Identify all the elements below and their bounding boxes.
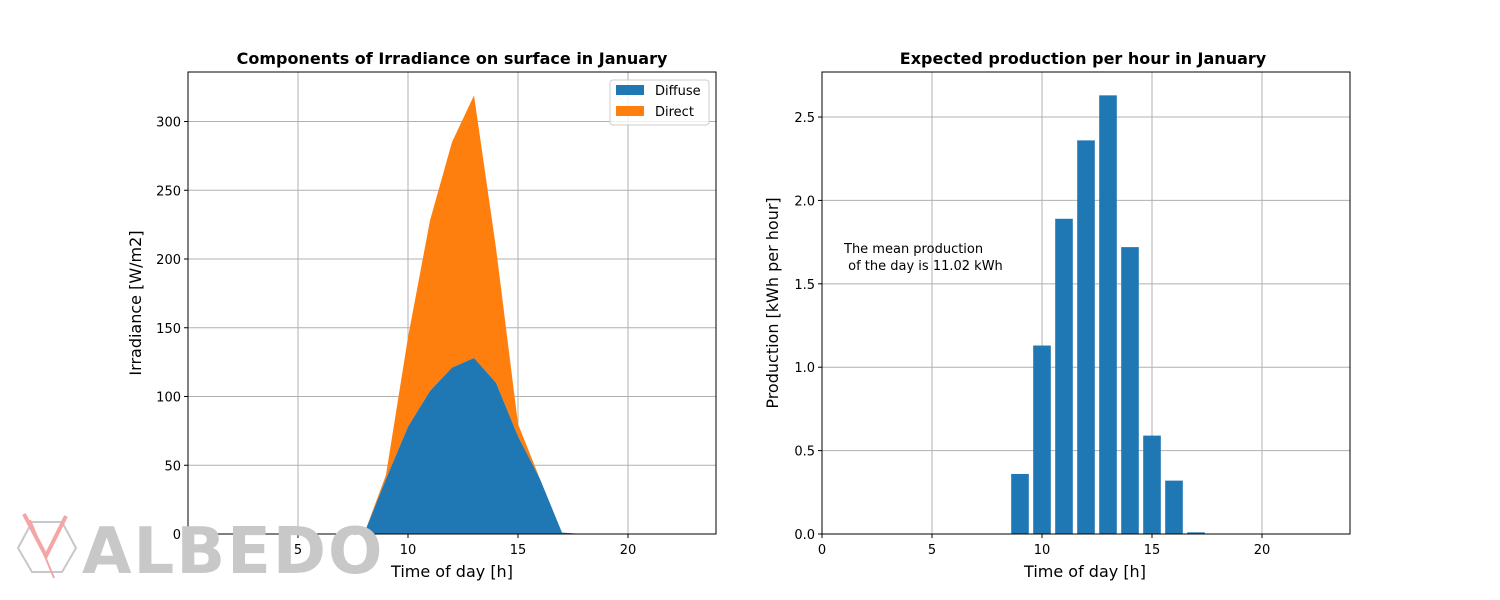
legend-swatch-diffuse (616, 85, 644, 95)
x-tick-label: 15 (1144, 543, 1161, 558)
y-tick-label: 0 (173, 528, 181, 543)
albedo-logo-icon (16, 513, 78, 579)
bar-hour-17 (1187, 532, 1205, 534)
irradiance-legend: Diffuse Direct (609, 79, 710, 126)
y-tick-label: 100 (156, 391, 181, 406)
bar-hour-10 (1033, 345, 1051, 534)
production-chart: 0 5 10 15 20 0.0 0.5 1.0 1.5 2.0 2.5 Expected prod… (763, 49, 1351, 581)
area-diffuse (188, 358, 694, 534)
legend-label-diffuse: Diffuse (655, 84, 701, 99)
production-annotation-line-2: of the day is 11.02 kWh (844, 259, 1003, 274)
x-tick-label: 5 (928, 543, 936, 558)
irradiance-y-axis-label: Irradiance [W/m2] (126, 230, 145, 375)
x-tick-label: 10 (400, 543, 417, 558)
y-tick-label: 1.0 (794, 361, 815, 376)
bar-hour-11 (1055, 218, 1073, 534)
y-tick-label: 250 (156, 184, 181, 199)
albedo-wordmark: ALBEDO (82, 515, 384, 589)
production-x-axis-label: Time of day [h] (1023, 562, 1146, 581)
bar-hour-15 (1143, 435, 1161, 534)
bar-hour-13 (1099, 95, 1117, 534)
production-annotation-line-1: The mean production (843, 242, 983, 257)
x-tick-label: 20 (1254, 543, 1271, 558)
bar-hour-14 (1121, 247, 1139, 535)
x-tick-label: 5 (294, 543, 302, 558)
irradiance-chart-title: Components of Irradiance on surface in J… (237, 49, 668, 68)
y-tick-label: 150 (156, 322, 181, 337)
y-tick-label: 300 (156, 116, 181, 131)
y-tick-label: 2.5 (794, 111, 815, 126)
x-tick-label: 20 (620, 543, 637, 558)
x-tick-label: 15 (510, 543, 527, 558)
legend-label-direct: Direct (655, 105, 694, 120)
bar-hour-12 (1077, 140, 1095, 534)
production-chart-title: Expected production per hour in January (900, 49, 1267, 68)
irradiance-x-axis-label: Time of day [h] (390, 562, 513, 581)
albedo-watermark: ALBEDO (16, 513, 384, 589)
production-ticks: 0 5 10 15 20 0.0 0.5 1.0 1.5 2.0 2.5 (794, 111, 1270, 558)
legend-swatch-direct (616, 106, 644, 116)
bar-hour-9 (1011, 473, 1029, 534)
y-tick-label: 200 (156, 253, 181, 268)
irradiance-plot-frame (187, 71, 717, 535)
x-tick-label: 0 (818, 543, 826, 558)
y-tick-label: 50 (164, 459, 181, 474)
x-tick-label: 0 (184, 543, 192, 558)
y-tick-label: 1.5 (794, 278, 815, 293)
bar-hour-16 (1165, 480, 1183, 534)
production-y-axis-label: Production [kWh per hour] (763, 197, 782, 408)
production-bars (1011, 95, 1205, 535)
y-tick-label: 0.0 (794, 528, 815, 543)
x-tick-label: 10 (1034, 543, 1051, 558)
production-plot-frame (821, 71, 1351, 535)
irradiance-areas (188, 95, 694, 534)
y-tick-label: 2.0 (794, 194, 815, 209)
area-direct (188, 95, 694, 534)
y-tick-label: 0.5 (794, 445, 815, 460)
